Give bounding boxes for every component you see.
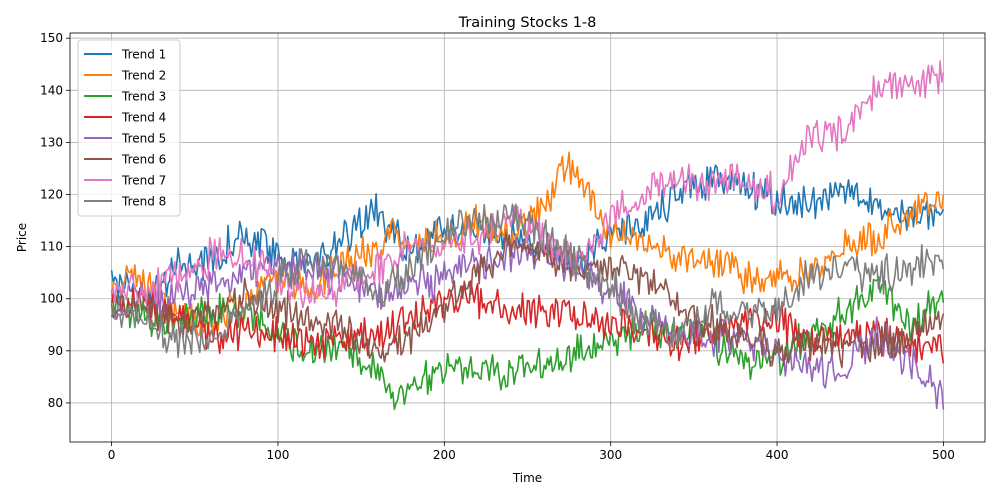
- legend-label: Trend 6: [121, 153, 166, 167]
- y-tick-label: 100: [40, 292, 63, 306]
- legend: Trend 1 Trend 2 Trend 3 Trend 4 Trend 5 Trend…: [77, 39, 181, 217]
- x-tick-label: 0: [108, 448, 116, 462]
- y-tick-label: 110: [40, 240, 63, 254]
- y-tick-label: 150: [40, 31, 63, 45]
- legend-box: [77, 39, 181, 217]
- legend-label: Trend 5: [121, 132, 166, 146]
- y-tick-label: 80: [48, 396, 63, 410]
- series-line-trend-4: [110, 280, 945, 364]
- y-tick-label: 130: [40, 135, 63, 149]
- y-tick-label: 120: [40, 188, 63, 202]
- legend-label: Trend 3: [121, 90, 166, 104]
- x-axis-ticks: 0 100 200 300 400 500: [108, 442, 955, 462]
- x-tick-label: 200: [433, 448, 456, 462]
- x-tick-label: 300: [599, 448, 622, 462]
- series-line-trend-8: [110, 203, 945, 359]
- legend-label: Trend 8: [121, 195, 166, 209]
- y-axis-title: Price: [15, 223, 29, 252]
- series-line-trend-7: [110, 60, 945, 309]
- legend-label: Trend 7: [121, 174, 166, 188]
- plot-frame: [69, 32, 986, 443]
- x-tick-label: 400: [766, 448, 789, 462]
- y-tick-label: 140: [40, 83, 63, 97]
- y-tick-label: 90: [48, 344, 63, 358]
- chart-title: Training Stocks 1-8: [458, 15, 597, 31]
- y-axis-ticks: 80 90 100 110 120 130 140 150: [40, 31, 70, 410]
- series-line-trend-5: [111, 237, 945, 410]
- x-axis-title: Time: [512, 471, 542, 485]
- x-tick-label: 500: [932, 448, 955, 462]
- legend-label: Trend 2: [121, 69, 166, 83]
- legend-label: Trend 4: [121, 111, 166, 125]
- series-lines: [110, 60, 945, 411]
- legend-label: Trend 1: [121, 48, 166, 62]
- x-tick-label: 100: [267, 448, 290, 462]
